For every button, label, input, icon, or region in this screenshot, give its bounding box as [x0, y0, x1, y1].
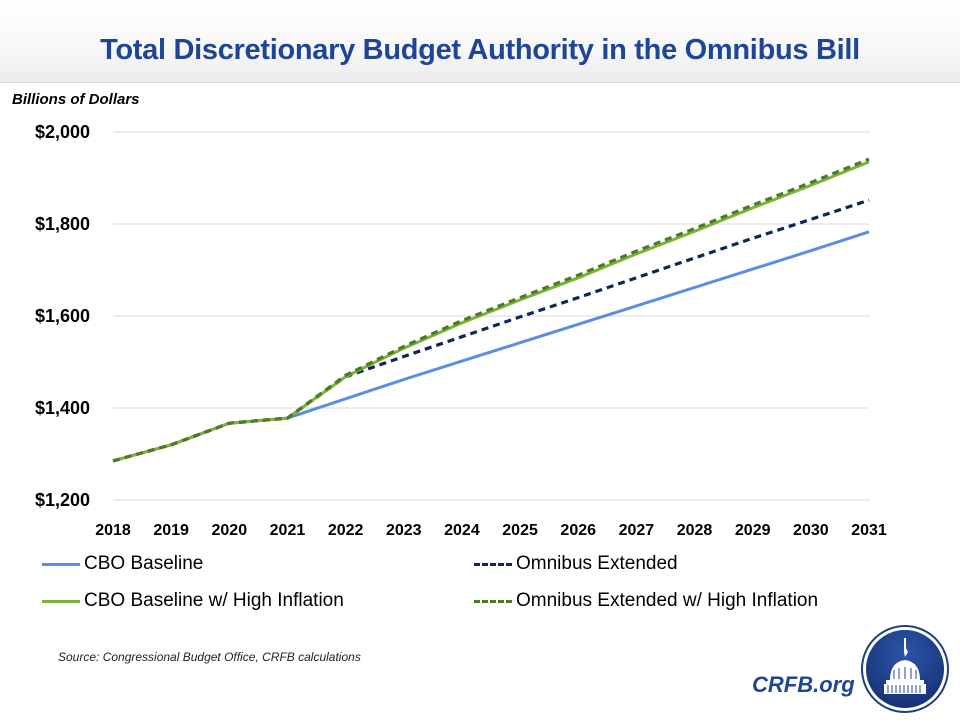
x-tick-label: 2020 — [212, 522, 248, 539]
y-tick-label: $2,000 — [35, 122, 90, 142]
series-line-omnibus-extended — [112, 198, 870, 463]
x-tick-label: 2023 — [386, 522, 422, 539]
x-tick-label: 2026 — [560, 522, 596, 539]
x-tick-label: 2024 — [444, 522, 480, 539]
legend-swatch-dashed-navy — [474, 562, 512, 566]
series-line-omnibus-high-inflation — [112, 157, 870, 463]
chart-title: Total Discretionary Budget Authority in … — [100, 34, 860, 66]
legend-item-cbo-baseline: CBO Baseline — [42, 553, 203, 575]
gridlines — [113, 131, 870, 501]
legend-item-cbo-high-inflation: CBO Baseline w/ High Inflation — [42, 590, 344, 612]
legend-item-omnibus-high-inflation: Omnibus Extended w/ High Inflation — [474, 590, 818, 612]
y-axis-ticks: $1,200 $1,400 $1,600 $1,800 $2,000 — [35, 122, 90, 510]
x-tick-label: 2028 — [677, 522, 713, 539]
legend-item-omnibus-extended: Omnibus Extended — [474, 553, 678, 575]
x-tick-label: 2022 — [328, 522, 364, 539]
x-tick-label: 2019 — [153, 522, 189, 539]
header-band — [0, 0, 960, 83]
x-tick-label: 2027 — [619, 522, 655, 539]
x-tick-label: 2025 — [502, 522, 538, 539]
x-tick-label: 2031 — [851, 522, 887, 539]
series-line-cbo-high-inflation — [112, 160, 870, 463]
legend-swatch-solid-green — [42, 599, 80, 603]
x-tick-label: 2030 — [793, 522, 829, 539]
legend-label: CBO Baseline — [84, 553, 204, 574]
x-axis-ticks: 2018 2019 2020 2021 2022 2023 2024 2025 2026 2027… — [95, 522, 887, 539]
y-axis-unit-label: Billions of Dollars — [12, 91, 140, 108]
legend-label: Omnibus Extended w/ High Inflation — [516, 590, 819, 611]
legend-swatch-solid-blue — [42, 562, 80, 566]
x-tick-label: 2029 — [735, 522, 771, 539]
y-tick-label: $1,800 — [35, 214, 90, 234]
y-tick-label: $1,400 — [35, 398, 90, 418]
legend-swatch-dashed-green — [474, 599, 512, 603]
y-tick-label: $1,200 — [35, 490, 90, 510]
brand-link[interactable]: CRFB.org — [752, 672, 855, 697]
series-lines — [112, 157, 870, 463]
series-line-cbo-baseline — [112, 230, 870, 463]
legend-label: Omnibus Extended — [516, 553, 678, 574]
y-tick-label: $1,600 — [35, 306, 90, 326]
legend-label: CBO Baseline w/ High Inflation — [84, 590, 344, 611]
source-note: Source: Congressional Budget Office, CRF… — [58, 650, 361, 664]
x-tick-label: 2018 — [95, 522, 131, 539]
legend: CBO Baseline Omnibus Extended CBO Baseli… — [42, 553, 922, 633]
crfb-capitol-logo-icon — [861, 625, 949, 713]
x-tick-label: 2021 — [270, 522, 306, 539]
